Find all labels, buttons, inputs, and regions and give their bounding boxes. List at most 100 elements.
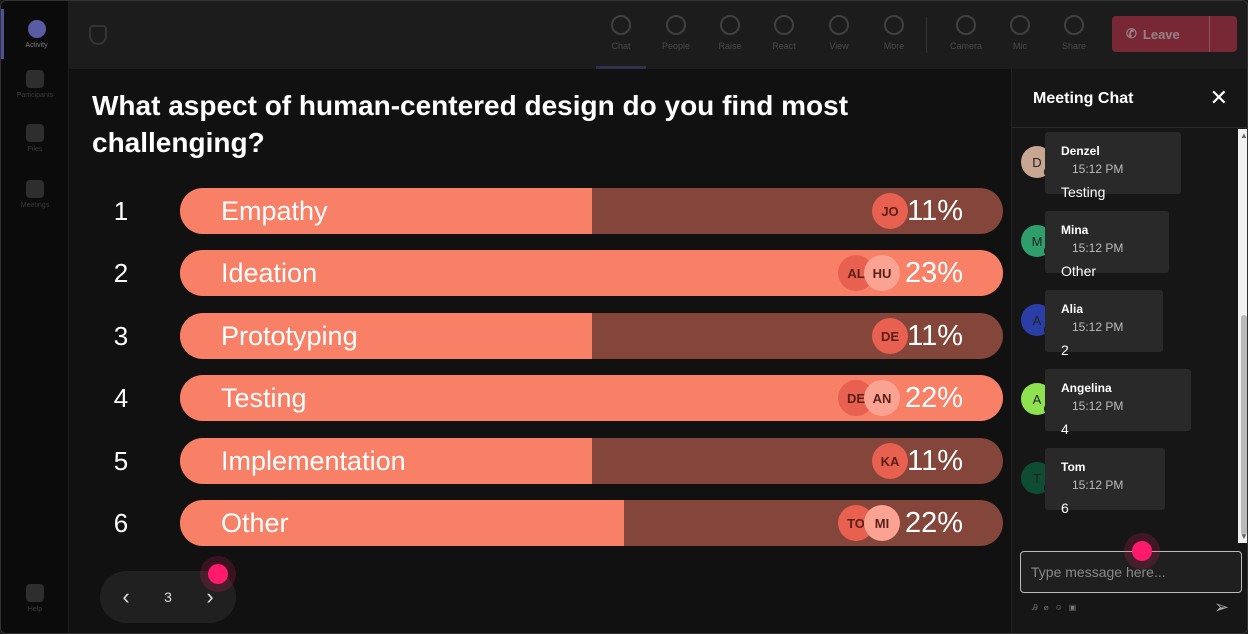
hand-icon bbox=[720, 15, 740, 35]
rail-item-help[interactable]: Help bbox=[1, 573, 69, 623]
emoji-icon[interactable]: ☺ bbox=[1054, 603, 1063, 612]
shield-icon bbox=[89, 25, 107, 45]
chat-message: A Angelina 15:12 PM 4 bbox=[1012, 369, 1238, 437]
chat-message: M Mina 15:12 PM Other bbox=[1012, 211, 1238, 279]
voter-avatar: JO bbox=[872, 193, 908, 229]
people-button[interactable]: People bbox=[651, 11, 701, 61]
option-percent: 11% bbox=[907, 445, 963, 477]
option-bar: Empathy JO 11% bbox=[180, 188, 1003, 234]
option-number: 4 bbox=[113, 383, 129, 413]
participants-icon bbox=[26, 69, 44, 88]
sender-name: Angelina bbox=[1061, 381, 1112, 395]
previous-page-button[interactable]: ‹ bbox=[122, 584, 130, 609]
format-icon[interactable]: Ꭿ bbox=[1032, 603, 1038, 612]
option-label: Other bbox=[221, 508, 289, 538]
share-icon bbox=[1064, 15, 1084, 35]
more-button[interactable]: More bbox=[869, 11, 919, 61]
voter-avatar: AN bbox=[864, 380, 900, 416]
option-label: Empathy bbox=[221, 196, 328, 226]
attach-icon[interactable]: ⌀ bbox=[1043, 603, 1049, 612]
message-input[interactable] bbox=[1031, 552, 1231, 592]
next-page-button[interactable]: › bbox=[206, 584, 214, 609]
leave-options-caret[interactable] bbox=[1209, 16, 1237, 52]
message-bubble: Tom 15:12 PM 6 bbox=[1045, 448, 1165, 516]
react-button[interactable]: React bbox=[759, 11, 809, 61]
chat-message: A Alia 15:12 PM 2 bbox=[1012, 290, 1238, 358]
chat-message: D Denzel 15:12 PM Testing bbox=[1012, 132, 1238, 200]
files-icon bbox=[26, 123, 44, 142]
view-button-label: View bbox=[829, 41, 849, 51]
rail-item-files[interactable]: Files bbox=[1, 113, 69, 163]
chat-icon bbox=[611, 15, 631, 35]
message-time: 15:12 PM bbox=[1072, 478, 1124, 492]
camera-button[interactable]: Camera bbox=[941, 11, 991, 61]
mic-button-label: Mic bbox=[1013, 41, 1027, 51]
scroll-down-arrow-icon[interactable]: ▼ bbox=[1240, 532, 1248, 541]
chat-messages: D Denzel 15:12 PM Testing M Mina 15:12 P… bbox=[1012, 129, 1238, 543]
rail-item-label: Meetings bbox=[20, 201, 50, 209]
raise-hand-button[interactable]: Raise bbox=[705, 11, 755, 61]
message-text: 4 bbox=[1061, 421, 1069, 437]
share-button[interactable]: Share bbox=[1049, 11, 1099, 61]
option-bar-fill bbox=[180, 438, 592, 484]
chat-header: Meeting Chat ✕ bbox=[1012, 69, 1247, 128]
send-icon[interactable]: ➢ bbox=[1214, 597, 1230, 617]
leave-button[interactable]: ✆ Leave bbox=[1112, 16, 1237, 52]
mic-button[interactable]: Mic bbox=[995, 11, 1045, 61]
option-bar: Other TO MI 22% bbox=[180, 500, 1003, 546]
poll-option-row: 2 Ideation AL HU 23% bbox=[69, 250, 1011, 296]
message-bubble: Angelina 15:12 PM 4 bbox=[1045, 369, 1191, 437]
option-bar-fill bbox=[180, 500, 625, 546]
help-icon bbox=[26, 583, 44, 602]
message-text: 6 bbox=[1061, 500, 1069, 516]
view-button[interactable]: View bbox=[814, 11, 864, 61]
scroll-up-arrow-icon[interactable]: ▲ bbox=[1240, 131, 1248, 140]
rail-item-label: Help bbox=[27, 605, 43, 613]
ellipsis-icon bbox=[884, 15, 904, 35]
page-number: 3 bbox=[164, 589, 172, 605]
poll-option-row: 4 Testing DE AN 22% bbox=[69, 375, 1011, 421]
compose-tools: Ꭿ ⌀ ☺ ▣ bbox=[1032, 603, 1076, 613]
voter-avatar: HU bbox=[864, 255, 900, 291]
raise-button-label: Raise bbox=[718, 41, 742, 51]
option-label: Testing bbox=[221, 383, 307, 413]
chat-button[interactable]: Chat bbox=[596, 11, 646, 69]
voter-avatar: DE bbox=[872, 318, 908, 354]
scrollbar-thumb[interactable] bbox=[1241, 315, 1247, 535]
rail-item-participants[interactable]: Participants bbox=[1, 59, 69, 109]
option-percent: 11% bbox=[907, 195, 963, 227]
poll-option-row: 5 Implementation KA 11% bbox=[69, 438, 1011, 484]
gif-icon[interactable]: ▣ bbox=[1068, 603, 1077, 612]
meeting-chat-panel: Meeting Chat ✕ D Denzel 15:12 PM Testing… bbox=[1011, 69, 1248, 633]
poll-option-row: 1 Empathy JO 11% bbox=[69, 188, 1011, 234]
phone-icon: ✆ bbox=[1126, 26, 1137, 41]
message-bubble: Mina 15:12 PM Other bbox=[1045, 211, 1169, 279]
option-bar-fill bbox=[180, 313, 592, 359]
voter-avatar: MI bbox=[864, 505, 900, 541]
more-button-label: More bbox=[883, 41, 905, 51]
meeting-toolbar: Chat People Raise React View More Camera bbox=[69, 1, 1247, 69]
option-bar: Prototyping DE 11% bbox=[180, 313, 1003, 359]
react-button-label: React bbox=[772, 41, 796, 51]
message-text: Other bbox=[1061, 263, 1097, 279]
chat-scrollbar[interactable]: ▲ ▼ bbox=[1238, 129, 1248, 543]
option-label: Prototyping bbox=[221, 321, 358, 351]
option-number: 2 bbox=[113, 258, 129, 288]
sender-name: Denzel bbox=[1061, 144, 1100, 158]
message-time: 15:12 PM bbox=[1072, 399, 1124, 413]
rail-item-activity[interactable]: Activity bbox=[1, 9, 69, 59]
message-time: 15:12 PM bbox=[1072, 162, 1124, 176]
message-text: Testing bbox=[1061, 184, 1106, 200]
chat-message: T Tom 15:12 PM 6 bbox=[1012, 448, 1238, 516]
close-icon[interactable]: ✕ bbox=[1209, 85, 1228, 110]
option-percent: 11% bbox=[907, 320, 963, 352]
left-rail: Activity Participants Files Meetings Hel… bbox=[1, 1, 69, 633]
pointer-indicator bbox=[208, 564, 228, 584]
voter-avatar: KA bbox=[872, 443, 908, 479]
option-number: 5 bbox=[113, 446, 129, 476]
message-compose-box[interactable] bbox=[1020, 551, 1242, 593]
rail-item-meetings[interactable]: Meetings bbox=[1, 169, 69, 219]
poll-option-row: 6 Other TO MI 22% bbox=[69, 500, 1011, 546]
option-number: 1 bbox=[113, 196, 129, 226]
message-time: 15:12 PM bbox=[1072, 241, 1124, 255]
